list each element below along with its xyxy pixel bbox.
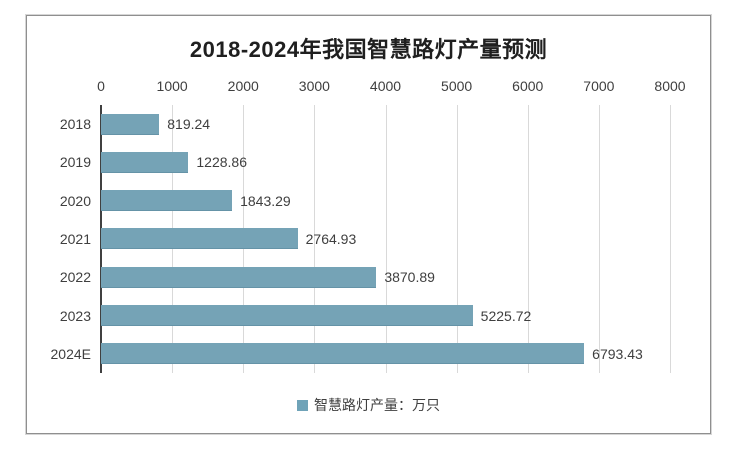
legend: 智慧路灯产量：万只 [27,396,710,414]
bar [101,113,160,135]
gridline [456,105,458,373]
legend-label: 智慧路灯产量：万只 [314,397,440,413]
category-label: 2018 [59,116,91,133]
value-label: 5225.72 [480,307,532,324]
category-label: 2023 [59,307,91,324]
gridline [314,105,316,373]
bar [101,266,377,288]
x-axis-tick-label: 8000 [654,78,686,94]
value-label: 2764.93 [305,230,357,247]
bar [101,151,189,173]
gridline [670,105,671,373]
x-axis-tick-label: 6000 [512,78,544,94]
category-label: 2024E [50,345,91,362]
x-axis-tick-label: 5000 [441,78,473,94]
value-label: 1843.29 [240,192,291,209]
category-label: 2021 [59,230,91,247]
x-axis-tick-labels: 0 1000 2000 3000 4000 5000 6000 7000 8000 [97,78,685,96]
bar-row: 2022 3870.89 [60,258,670,296]
x-axis-tick-label: 7000 [583,78,615,94]
category-label: 2020 [59,192,91,209]
bar [101,190,233,212]
value-label: 6793.43 [592,345,643,362]
bar [101,343,585,365]
bar-row: 2021 2764.93 [60,220,670,258]
chart-title: 2018-2024年我国智慧路灯产量预测 [189,37,548,62]
gridline [527,105,529,373]
plot-area: 2018 819.24 2019 1228.86 2020 1843.29 2021 2764… [51,105,671,373]
x-axis-tick-label: 2000 [227,78,259,94]
value-label: 819.24 [167,116,211,133]
category-label: 2022 [59,269,91,286]
x-axis-tick-label: 1000 [156,78,188,94]
bar-row: 2020 1843.29 [60,182,670,220]
gridline [598,105,600,373]
value-label: 3870.89 [384,269,435,286]
gridline [385,105,387,373]
legend-marker-icon [297,399,308,411]
x-axis-tick-label: 0 [97,78,105,94]
bar [101,305,473,327]
bar-row: 2023 5225.72 [60,296,670,334]
value-label: 1228.86 [196,154,247,171]
bar-row: 2024E 6793.43 [51,335,670,373]
category-label: 2019 [59,154,91,171]
bar-row: 2019 1228.86 [60,143,670,181]
x-axis-tick-label: 4000 [369,78,402,94]
bar-row: 2018 819.24 [60,105,670,143]
chart-frame: 2018-2024年我国智慧路灯产量预测 0 1000 2000 3000 4000 50… [26,15,711,434]
x-axis-tick-label: 3000 [298,78,330,94]
bar [101,228,298,250]
